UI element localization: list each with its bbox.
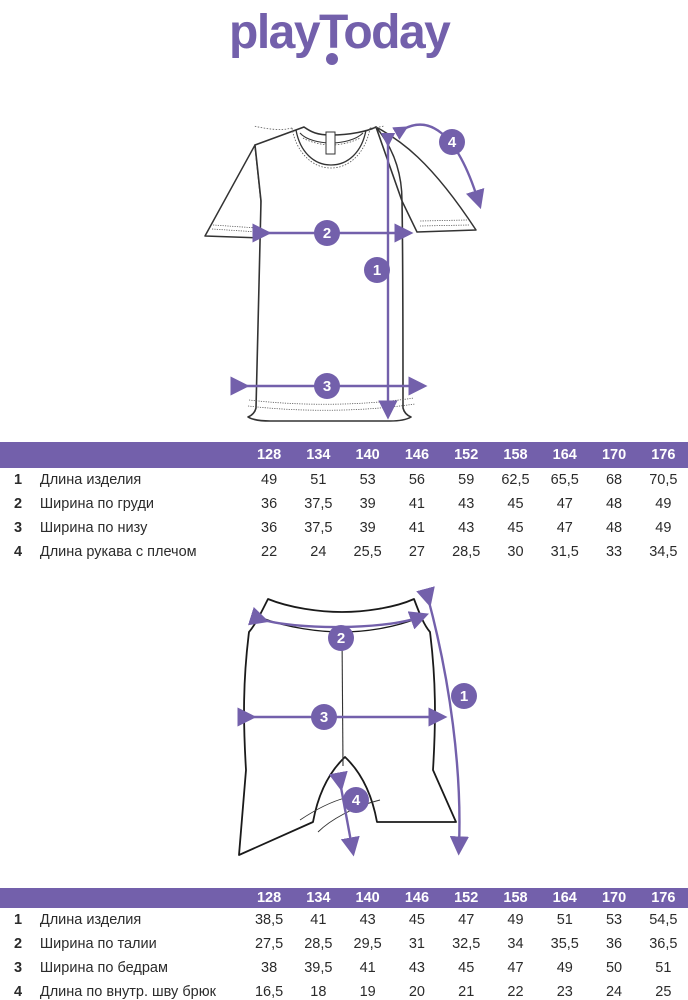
svg-text:3: 3 <box>320 709 328 726</box>
svg-text:1: 1 <box>373 262 381 279</box>
svg-text:3: 3 <box>323 378 331 395</box>
svg-text:1: 1 <box>460 688 468 705</box>
svg-text:4: 4 <box>448 134 457 151</box>
svg-text:2: 2 <box>323 225 331 242</box>
svg-text:2: 2 <box>337 630 345 647</box>
svg-text:4: 4 <box>352 792 361 809</box>
